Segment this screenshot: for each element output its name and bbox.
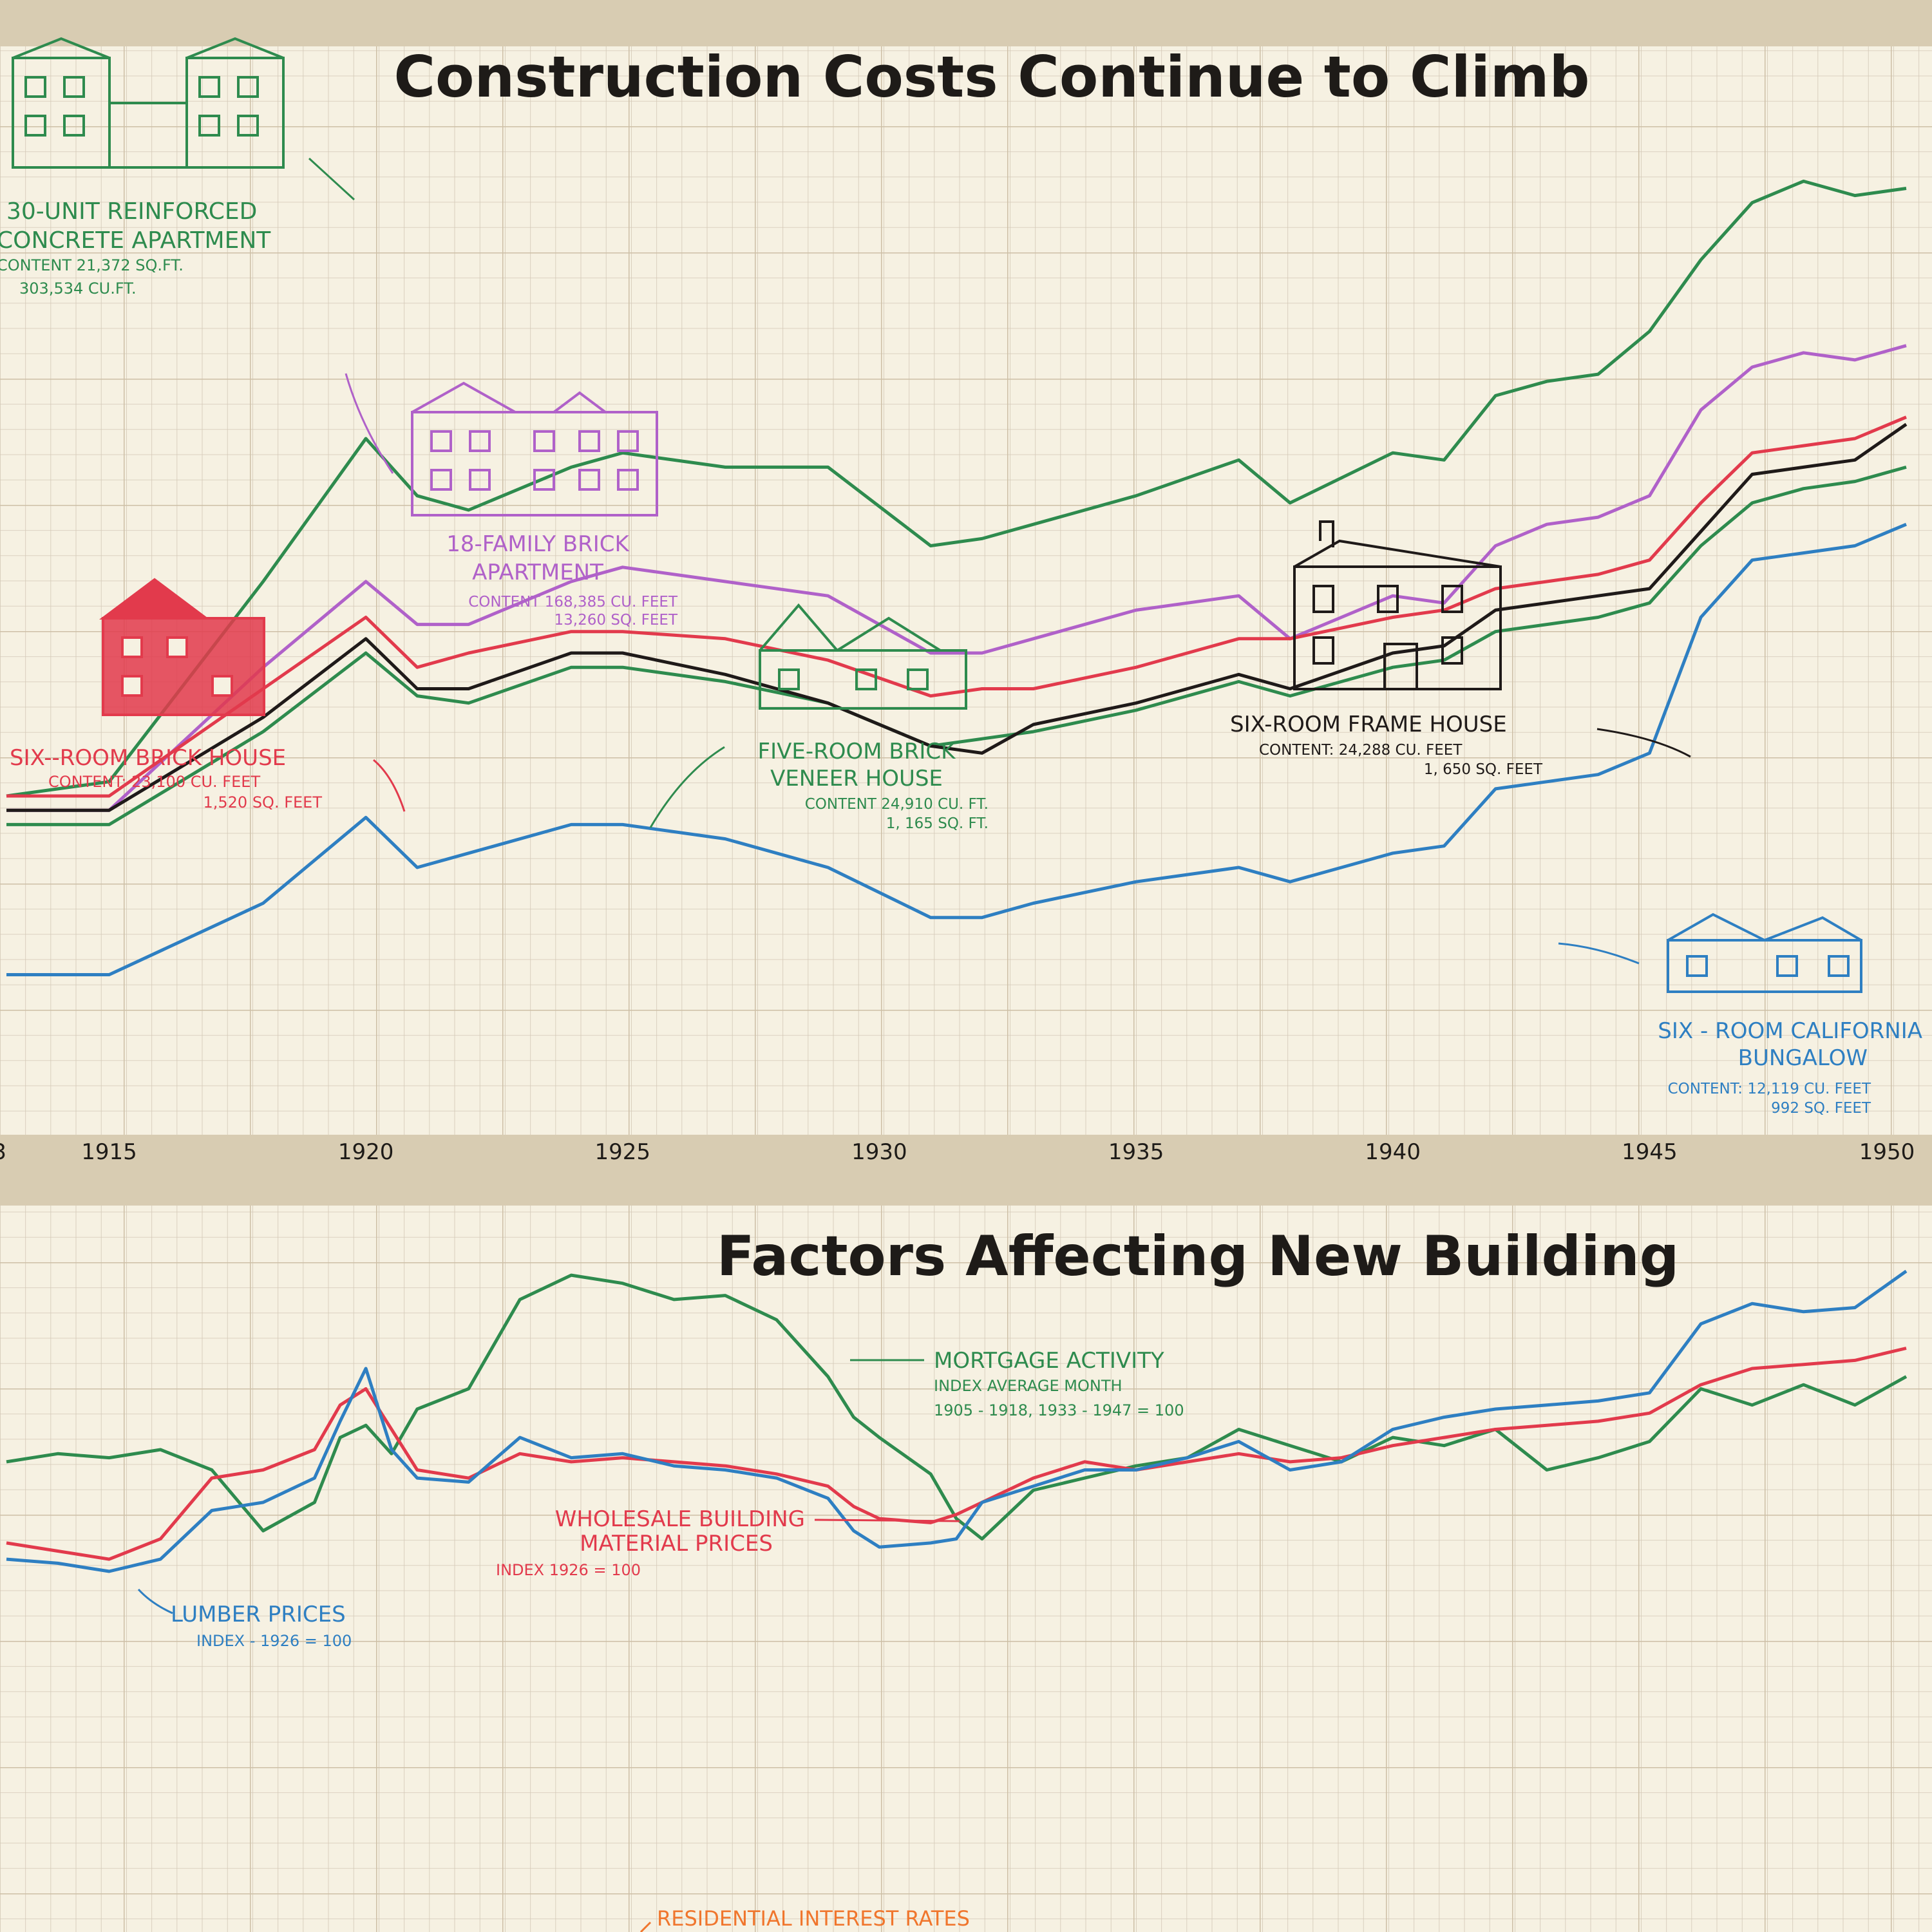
x-tick-label: 1925	[595, 1139, 651, 1165]
svg-text:INDEX - 1926 = 100: INDEX - 1926 = 100	[196, 1632, 352, 1650]
axis-band	[0, 1135, 1932, 1206]
svg-text:1905 - 1918, 1933 - 1947 = 10: 1905 - 1918, 1933 - 1947 = 100	[934, 1401, 1184, 1419]
svg-text:INDEX AVERAGE MONTH: INDEX AVERAGE MONTH	[934, 1377, 1122, 1395]
x-tick-label: 1940	[1365, 1139, 1421, 1165]
series-line-0-5	[6, 522, 1907, 976]
label-brick-veneer-house: FIVE-ROOM BRICK VENEER HOUSE CONTENT 24,…	[649, 739, 989, 832]
svg-text:MATERIAL PRICES: MATERIAL PRICES	[580, 1531, 773, 1557]
svg-text:WHOLESALE BUILDING: WHOLESALE BUILDING	[555, 1506, 805, 1532]
label-mortgage-activity: MORTGAGE ACTIVITY INDEX AVERAGE MONTH 19…	[850, 1348, 1184, 1419]
brick-house-sketch	[99, 578, 265, 716]
svg-text:13,260 SQ. FEET: 13,260 SQ. FEET	[554, 612, 678, 629]
series-line-0-2	[6, 415, 1907, 798]
svg-text:18-FAMILY BRICK: 18-FAMILY BRICK	[446, 531, 630, 557]
svg-text:RESIDENTIAL INTEREST RATES: RESIDENTIAL INTEREST RATES	[657, 1906, 970, 1931]
x-tick-label: 1920	[338, 1139, 394, 1165]
svg-text:INDEX 1926 = 100: INDEX 1926 = 100	[496, 1561, 641, 1579]
x-tick-label: 1935	[1108, 1139, 1164, 1165]
bottom-chart-title: Factors Affecting New Building	[717, 1224, 1680, 1289]
x-axis-ticks: 1913 1915 1920 1925 1930 1935 1940 1945 1950	[0, 1139, 1915, 1165]
svg-text:303,534 CU.FT.: 303,534 CU.FT.	[19, 279, 137, 298]
label-lumber-prices: LUMBER PRICES INDEX - 1926 = 100	[137, 1588, 352, 1650]
top-chart-title: Construction Costs Continue to Climb	[393, 44, 1589, 110]
svg-text:SIX--ROOM BRICK HOUSE: SIX--ROOM BRICK HOUSE	[10, 745, 286, 771]
x-tick-label: 1913	[0, 1139, 6, 1165]
svg-text:CONCRETE APARTMENT: CONCRETE APARTMENT	[0, 227, 271, 254]
apartment-30-unit-sketch	[12, 37, 285, 169]
top-band	[0, 0, 1932, 46]
x-tick-label: 1930	[851, 1139, 907, 1165]
svg-text:APARTMENT: APARTMENT	[472, 560, 603, 585]
label-california-bungalow: SIX - ROOM CALIFORNIA BUNGALOW CONTENT: …	[1558, 942, 1922, 1117]
frame-house-sketch	[1293, 520, 1502, 690]
x-tick-label: 1915	[81, 1139, 137, 1165]
california-bungalow-sketch	[1667, 913, 1862, 993]
svg-text:1,520 SQ. FEET: 1,520 SQ. FEET	[203, 793, 322, 811]
svg-text:CONTENT 168,385 CU. FEET: CONTENT 168,385 CU. FEET	[468, 594, 678, 611]
svg-text:LUMBER PRICES: LUMBER PRICES	[171, 1602, 346, 1627]
svg-text:1, 165 SQ. FT.: 1, 165 SQ. FT.	[886, 815, 989, 832]
svg-text:SIX-ROOM FRAME HOUSE: SIX-ROOM FRAME HOUSE	[1230, 712, 1507, 737]
top-chart-series	[6, 179, 1908, 976]
svg-text:CONTENT 24,910 CU. FT.: CONTENT 24,910 CU. FT.	[805, 796, 989, 813]
label-wholesale-prices: WHOLESALE BUILDING MATERIAL PRICES INDEX…	[496, 1506, 960, 1579]
series-line-0-4	[6, 422, 1908, 812]
svg-text:30-UNIT REINFORCED: 30-UNIT REINFORCED	[6, 198, 257, 225]
label-18-family-apartment: 18-FAMILY BRICK APARTMENT CONTENT 168,38…	[345, 373, 678, 629]
svg-text:CONTENT: 24,288 CU. FEET: CONTENT: 24,288 CU. FEET	[1259, 742, 1463, 759]
brick-veneer-house-sketch	[759, 603, 967, 710]
label-brick-house: SIX--ROOM BRICK HOUSE CONTENT: 23,100 CU…	[10, 745, 406, 812]
svg-text:CONTENT: 23,100 CU. FEET: CONTENT: 23,100 CU. FEET	[48, 773, 260, 791]
svg-text:VENEER HOUSE: VENEER HOUSE	[770, 766, 943, 791]
series-line-1-2	[6, 1269, 1908, 1573]
grid-bottom	[0, 1206, 1932, 1932]
label-frame-house: SIX-ROOM FRAME HOUSE CONTENT: 24,288 CU.…	[1230, 712, 1691, 778]
svg-text:BUNGALOW: BUNGALOW	[1738, 1045, 1868, 1071]
svg-text:CONTENT 21,372 SQ.FT.: CONTENT 21,372 SQ.FT.	[0, 256, 184, 274]
svg-text:MORTGAGE ACTIVITY: MORTGAGE ACTIVITY	[934, 1348, 1164, 1374]
svg-text:992 SQ. FEET: 992 SQ. FEET	[1771, 1100, 1871, 1117]
series-line-0-1	[6, 344, 1907, 812]
svg-text:CONTENT: 12,119 CU. FEET: CONTENT: 12,119 CU. FEET	[1668, 1081, 1871, 1097]
svg-text:SIX - ROOM CALIFORNIA: SIX - ROOM CALIFORNIA	[1658, 1018, 1922, 1044]
series-line-0-0	[6, 179, 1907, 798]
svg-text:1, 650 SQ. FEET: 1, 650 SQ. FEET	[1424, 761, 1543, 778]
x-tick-label: 1945	[1622, 1139, 1678, 1165]
series-line-0-3	[6, 465, 1907, 826]
series-line-1-0	[6, 1273, 1908, 1541]
brick-apartment-sketch	[411, 381, 658, 516]
svg-text:FIVE-ROOM BRICK: FIVE-ROOM BRICK	[758, 739, 957, 764]
x-tick-label: 1950	[1859, 1139, 1915, 1165]
label-30-unit-apartment: 30-UNIT REINFORCED CONCRETE APARTMENT CO…	[0, 157, 355, 298]
label-interest-rates: RESIDENTIAL INTEREST RATES	[639, 1906, 970, 1932]
